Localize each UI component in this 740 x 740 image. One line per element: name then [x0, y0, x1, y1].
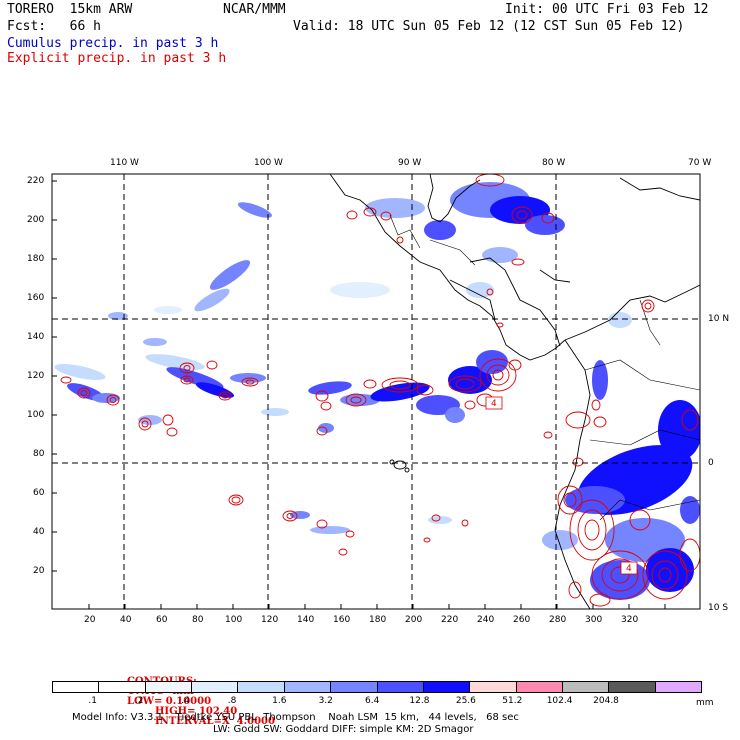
- colorbar-tick-label: 12.8: [409, 696, 430, 706]
- colorbar-bin: [144, 682, 192, 692]
- colorbar-tick-label: .4: [181, 696, 190, 706]
- y-tick-label: 100: [27, 410, 45, 420]
- explicit-precip-contours: [60, 174, 700, 607]
- colorbar-tick-label: 6.4: [365, 696, 380, 706]
- lon-label-110w: 110 W: [110, 158, 139, 168]
- init-time: Init: 00 UTC Fri 03 Feb 12: [505, 2, 709, 17]
- y-tick-label: 80: [33, 449, 45, 459]
- colorbar-bin: [608, 682, 655, 692]
- y-tick-label: 20: [33, 566, 45, 576]
- colorbar-tick-label: 102.4: [546, 696, 573, 706]
- x-tick-label: 240: [477, 615, 495, 625]
- colorbar-tick-label: 25.6: [455, 696, 476, 706]
- map-plot-area: [54, 174, 700, 609]
- lat-label-10s: 10 S: [708, 603, 729, 613]
- lat-label-eq: 0: [708, 458, 714, 468]
- y-tick-label: 40: [33, 527, 45, 537]
- y-tick-label: 140: [27, 332, 45, 342]
- colorbar-tick-label: .8: [227, 696, 237, 706]
- x-tick-label: 220: [441, 615, 459, 625]
- lat-label-10n: 10 N: [708, 314, 730, 324]
- contour-label: 4: [626, 564, 632, 574]
- x-tick-label: 280: [549, 615, 567, 625]
- colorbar-tick-label: 51.2: [502, 696, 523, 706]
- x-tick-label: 260: [513, 615, 531, 625]
- contour-high: HIGH= 102.40: [154, 706, 238, 717]
- x-tick-label: 120: [261, 615, 279, 625]
- x-tick-label: 200: [405, 615, 423, 625]
- x-tick-label: 100: [225, 615, 243, 625]
- colorbar-bin: [469, 682, 516, 692]
- colorbar-bin: [98, 682, 145, 692]
- y-tick-label: 220: [27, 176, 45, 186]
- contour-label: 4: [491, 399, 497, 409]
- valid-time: Valid: 18 UTC Sun 05 Feb 12 (12 CST Sun …: [293, 19, 685, 34]
- y-tick-label: 60: [33, 488, 45, 498]
- institution: NCAR/MMM: [223, 2, 286, 17]
- legend-cumulus-precip: Cumulus precip. in past 3 h: [7, 36, 219, 51]
- lon-label-70w: 70 W: [688, 158, 712, 168]
- lon-label-90w: 90 W: [398, 158, 422, 168]
- model-name: TORERO 15km ARW: [7, 2, 133, 17]
- x-tick-label: 300: [585, 615, 603, 625]
- colorbar-tick-label: .1: [88, 696, 98, 706]
- x-tick-label: 160: [333, 615, 351, 625]
- lat-lon-grid: [52, 174, 700, 609]
- colorbar-bin: [654, 682, 702, 692]
- colorbar-tick-label: 204.8: [593, 696, 619, 706]
- x-tick-label: 140: [297, 615, 315, 625]
- y-tick-label: 160: [27, 293, 45, 303]
- contour-low: LOW= 0.10000: [126, 696, 212, 707]
- colorbar-bin: [376, 682, 423, 692]
- colorbar-labels: .1 .2 .4 .8 1.6 3.2 6.4 12.8 25.6 51.2 102.4 204.8: [52, 696, 702, 708]
- model-info-line2: LW: Godd SW: Goddard DIFF: simple KM: 2D…: [213, 724, 474, 735]
- colorbar-tick-label: 3.2: [318, 696, 333, 706]
- x-tick-label: 20: [84, 615, 96, 625]
- colorbar-bin: [515, 682, 562, 692]
- forecast-hour: Fcst: 66 h: [7, 19, 101, 34]
- colorbar-unit: mm: [696, 698, 714, 708]
- x-tick-label: 60: [156, 615, 168, 625]
- colorbar-bin: [191, 682, 238, 692]
- x-tick-label: 80: [192, 615, 204, 625]
- colorbar-bin: [283, 682, 331, 692]
- y-tick-label: 200: [27, 215, 45, 225]
- colorbar-tick-label: .2: [134, 696, 144, 706]
- y-tick-label: 180: [27, 254, 45, 264]
- axis-ticks: [52, 180, 666, 609]
- legend-explicit-precip: Explicit precip. in past 3 h: [7, 51, 227, 66]
- colorbar-tick-label: 1.6: [272, 696, 287, 706]
- colorbar-bin: [237, 682, 284, 692]
- contour-interval: INTERVAL=X 4.0000: [154, 716, 275, 727]
- x-tick-label: 320: [621, 615, 639, 625]
- lon-label-100w: 100 W: [254, 158, 283, 168]
- colorbar-bin: [330, 682, 377, 692]
- colorbar-bin: [422, 682, 470, 692]
- colorbar-bin: [53, 682, 99, 692]
- colorbar: [52, 681, 702, 693]
- coastlines: [329, 174, 700, 609]
- y-tick-label: 120: [27, 371, 45, 381]
- x-tick-label: 40: [120, 615, 132, 625]
- lon-label-80w: 80 W: [542, 158, 566, 168]
- model-info-line1: Model Info: V3.3.1 Tiedtke YSU PBL Thomp…: [72, 712, 519, 723]
- colorbar-bin: [561, 682, 609, 692]
- x-tick-label: 180: [369, 615, 387, 625]
- map-border: [51, 173, 701, 610]
